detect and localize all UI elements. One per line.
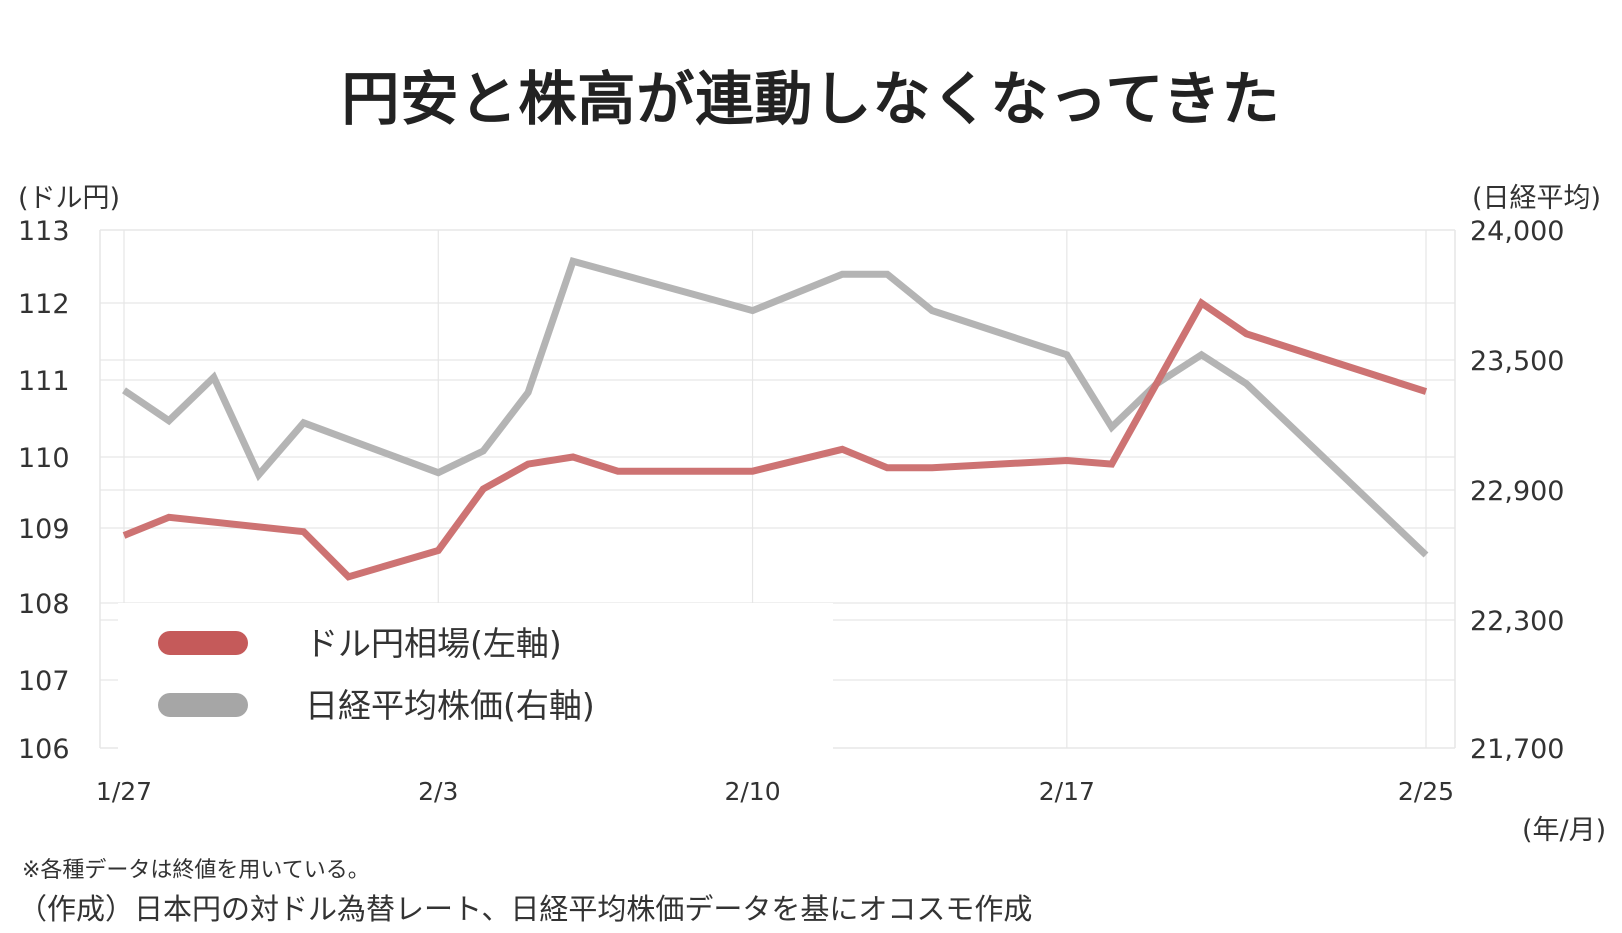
source-note: （作成）日本円の対ドル為替レート、日経平均株価データを基にオコスモ作成 (18, 892, 1033, 926)
left-tick-label: 107 (18, 666, 70, 697)
right-tick-label: 24,000 (1470, 216, 1564, 247)
series-layer (122, 256, 1429, 581)
right-tick-label: 23,500 (1470, 346, 1564, 377)
x-tick-label: 1/27 (96, 777, 152, 806)
axis-layer: 113 112 111 110 109 108 107 106 24,000 23,500 22,9… (18, 216, 1564, 806)
right-tick-label: 22,900 (1470, 476, 1564, 507)
x-axis-unit: (年/月) (1522, 815, 1607, 846)
left-tick-label: 113 (18, 216, 70, 247)
left-axis-unit: (ドル円) (18, 183, 121, 214)
right-tick-label: 21,700 (1470, 734, 1564, 765)
left-tick-label: 111 (18, 366, 70, 397)
legend-box (118, 603, 833, 753)
legend-layer: ドル円相場(左軸) 日経平均株価(右軸) (118, 603, 833, 753)
left-tick-label: 108 (18, 589, 70, 620)
right-axis-unit: (日経平均) (1472, 183, 1602, 214)
legend-label-usdjpy: ドル円相場(左軸) (305, 624, 562, 663)
left-tick-label: 112 (18, 289, 70, 320)
left-tick-label: 110 (18, 443, 70, 474)
left-tick-label: 106 (18, 734, 70, 765)
left-tick-label: 109 (18, 514, 70, 545)
x-tick-label: 2/25 (1398, 777, 1454, 806)
nikkei-series-line (122, 256, 1429, 558)
x-tick-label: 2/10 (724, 777, 780, 806)
data-note: ※各種データは終値を用いている。 (22, 858, 370, 883)
x-tick-label: 2/17 (1039, 777, 1095, 806)
legend-label-nikkei: 日経平均株価(右軸) (305, 686, 595, 725)
x-tick-label: 2/3 (418, 777, 458, 806)
usdjpy-series-line (122, 297, 1428, 581)
chart-title: 円安と株高が連動しなくなってきた (341, 65, 1281, 133)
right-tick-label: 22,300 (1470, 606, 1564, 637)
